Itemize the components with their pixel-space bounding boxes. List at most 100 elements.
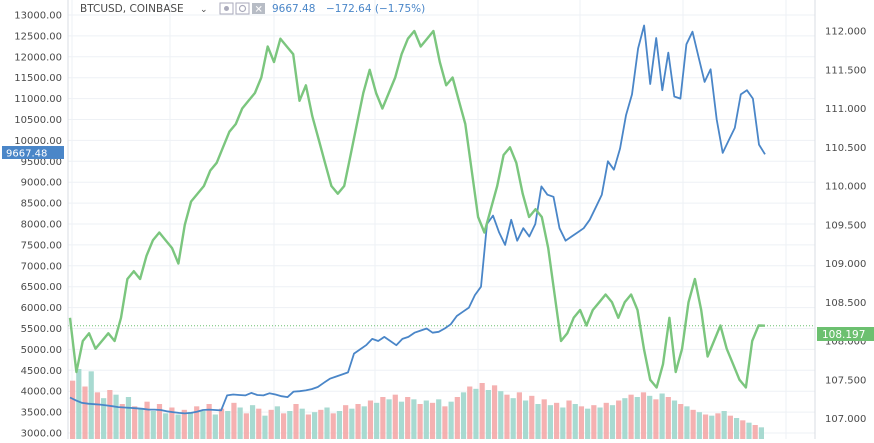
left-tick-label: 6000.00 bbox=[21, 303, 62, 314]
right-tick-label: 109.000 bbox=[825, 259, 866, 270]
left-tick-label: 9500.00 bbox=[21, 157, 62, 168]
volume-bar bbox=[628, 394, 634, 439]
volume-bar bbox=[541, 399, 547, 439]
volume-bar bbox=[529, 395, 535, 439]
volume-bar bbox=[522, 400, 529, 439]
volume-bar bbox=[268, 409, 274, 439]
volume-bar bbox=[591, 405, 597, 439]
volume-bar bbox=[144, 401, 150, 439]
right-tick-label: 112.000 bbox=[825, 27, 866, 38]
volume-bar bbox=[417, 404, 423, 439]
volume-bar bbox=[169, 407, 175, 439]
volume-bar bbox=[578, 406, 585, 439]
left-tick-label: 11500.00 bbox=[14, 73, 62, 84]
left-tick-label: 4500.00 bbox=[21, 366, 62, 377]
volume-bar bbox=[491, 385, 498, 439]
volume-bar bbox=[516, 392, 522, 439]
volume-bar bbox=[349, 408, 355, 439]
volume-bar bbox=[560, 407, 566, 439]
volume-bar bbox=[640, 392, 647, 439]
volume-bar bbox=[361, 406, 367, 439]
volume-bar bbox=[460, 392, 467, 439]
volume-bar bbox=[647, 395, 653, 439]
right-tick-label: 107.000 bbox=[825, 414, 866, 425]
header-price: 9667.48 bbox=[272, 3, 315, 15]
volume-bar bbox=[107, 390, 113, 439]
volume-bar bbox=[249, 405, 256, 439]
volume-bar bbox=[218, 408, 225, 439]
right-tick-label: 110.500 bbox=[825, 143, 866, 154]
volume-bar bbox=[733, 418, 740, 439]
volume-bar bbox=[163, 413, 169, 439]
volume-bar bbox=[324, 407, 330, 439]
left-tick-label: 4000.00 bbox=[21, 387, 62, 398]
chevron-down-icon[interactable]: ⌄ bbox=[200, 5, 208, 15]
left-tick-label: 12500.00 bbox=[14, 31, 62, 42]
volume-bar bbox=[671, 400, 678, 439]
volume-bar bbox=[411, 399, 417, 439]
volume-bar bbox=[336, 411, 343, 439]
volume-bar bbox=[423, 400, 429, 439]
right-price-axis[interactable]: 112.000 111.500 111.000 110.500 110.000 109.5… bbox=[814, 0, 866, 439]
close-icon[interactable] bbox=[252, 3, 265, 14]
volume-bar bbox=[485, 390, 491, 439]
left-tick-label: 7000.00 bbox=[21, 261, 62, 272]
volume-bar bbox=[194, 406, 200, 439]
volume-bar bbox=[653, 399, 659, 439]
volume-bar bbox=[175, 414, 181, 439]
series-lines bbox=[68, 24, 766, 415]
volume-bar bbox=[504, 394, 510, 439]
volume-bar bbox=[150, 411, 156, 439]
left-tick-label: 3000.00 bbox=[21, 429, 62, 440]
right-tick-label: 108.000 bbox=[825, 337, 866, 348]
volume-bar bbox=[392, 394, 398, 439]
volume-bar bbox=[535, 404, 541, 439]
volume-bar bbox=[113, 394, 119, 439]
volume-bar bbox=[132, 406, 138, 439]
volume-bar bbox=[101, 398, 107, 439]
volume-bar bbox=[200, 411, 206, 439]
left-tick-label: 8000.00 bbox=[21, 220, 62, 231]
volume-bar bbox=[609, 405, 616, 439]
volume-bar bbox=[94, 392, 101, 439]
volume-bar bbox=[293, 404, 299, 439]
volume-bar bbox=[684, 406, 690, 439]
header-change: −172.64 (−1.75%) bbox=[326, 3, 425, 15]
right-tick-label: 110.000 bbox=[825, 182, 866, 193]
volume-bar bbox=[305, 414, 312, 439]
volume-bar bbox=[212, 414, 218, 439]
volume-bar bbox=[702, 414, 709, 439]
right-badge: 108.197 bbox=[817, 327, 874, 341]
left-tick-label: 13000.00 bbox=[14, 11, 62, 22]
volume-bar bbox=[82, 386, 88, 439]
settings-icon[interactable] bbox=[235, 2, 250, 15]
volume-bar bbox=[498, 391, 504, 439]
volume-bar bbox=[287, 411, 293, 439]
left-price-axis[interactable]: 13000.00 12500.00 12000.00 11500.00 11000.00… bbox=[14, 0, 69, 440]
eye-icon[interactable] bbox=[219, 2, 234, 15]
right-axis-series-line bbox=[68, 29, 766, 389]
symbol-label[interactable]: BTCUSD, COINBASE bbox=[80, 3, 184, 15]
volume-bar bbox=[330, 413, 336, 439]
left-tick-label: 3500.00 bbox=[21, 408, 62, 419]
left-tick-label: 6500.00 bbox=[21, 282, 62, 293]
volume-bar bbox=[274, 406, 280, 439]
grid bbox=[68, 0, 815, 439]
volume-bar bbox=[312, 412, 318, 439]
right-tick-label: 108.500 bbox=[825, 298, 866, 309]
volume-bar bbox=[299, 408, 305, 439]
volume-bar bbox=[746, 422, 752, 439]
volume-bar bbox=[634, 397, 640, 439]
volume-bar bbox=[374, 402, 380, 439]
volume-bar bbox=[70, 380, 76, 439]
volume-bar bbox=[405, 397, 411, 439]
eye-icon-pupil bbox=[224, 6, 229, 11]
price-badge: 9667.48 bbox=[2, 146, 64, 160]
volume-bar bbox=[181, 409, 187, 439]
volume-bar bbox=[138, 408, 144, 439]
left-tick-label: 10500.00 bbox=[14, 115, 62, 126]
left-tick-label: 7500.00 bbox=[21, 240, 62, 251]
volume-bar bbox=[256, 408, 262, 439]
